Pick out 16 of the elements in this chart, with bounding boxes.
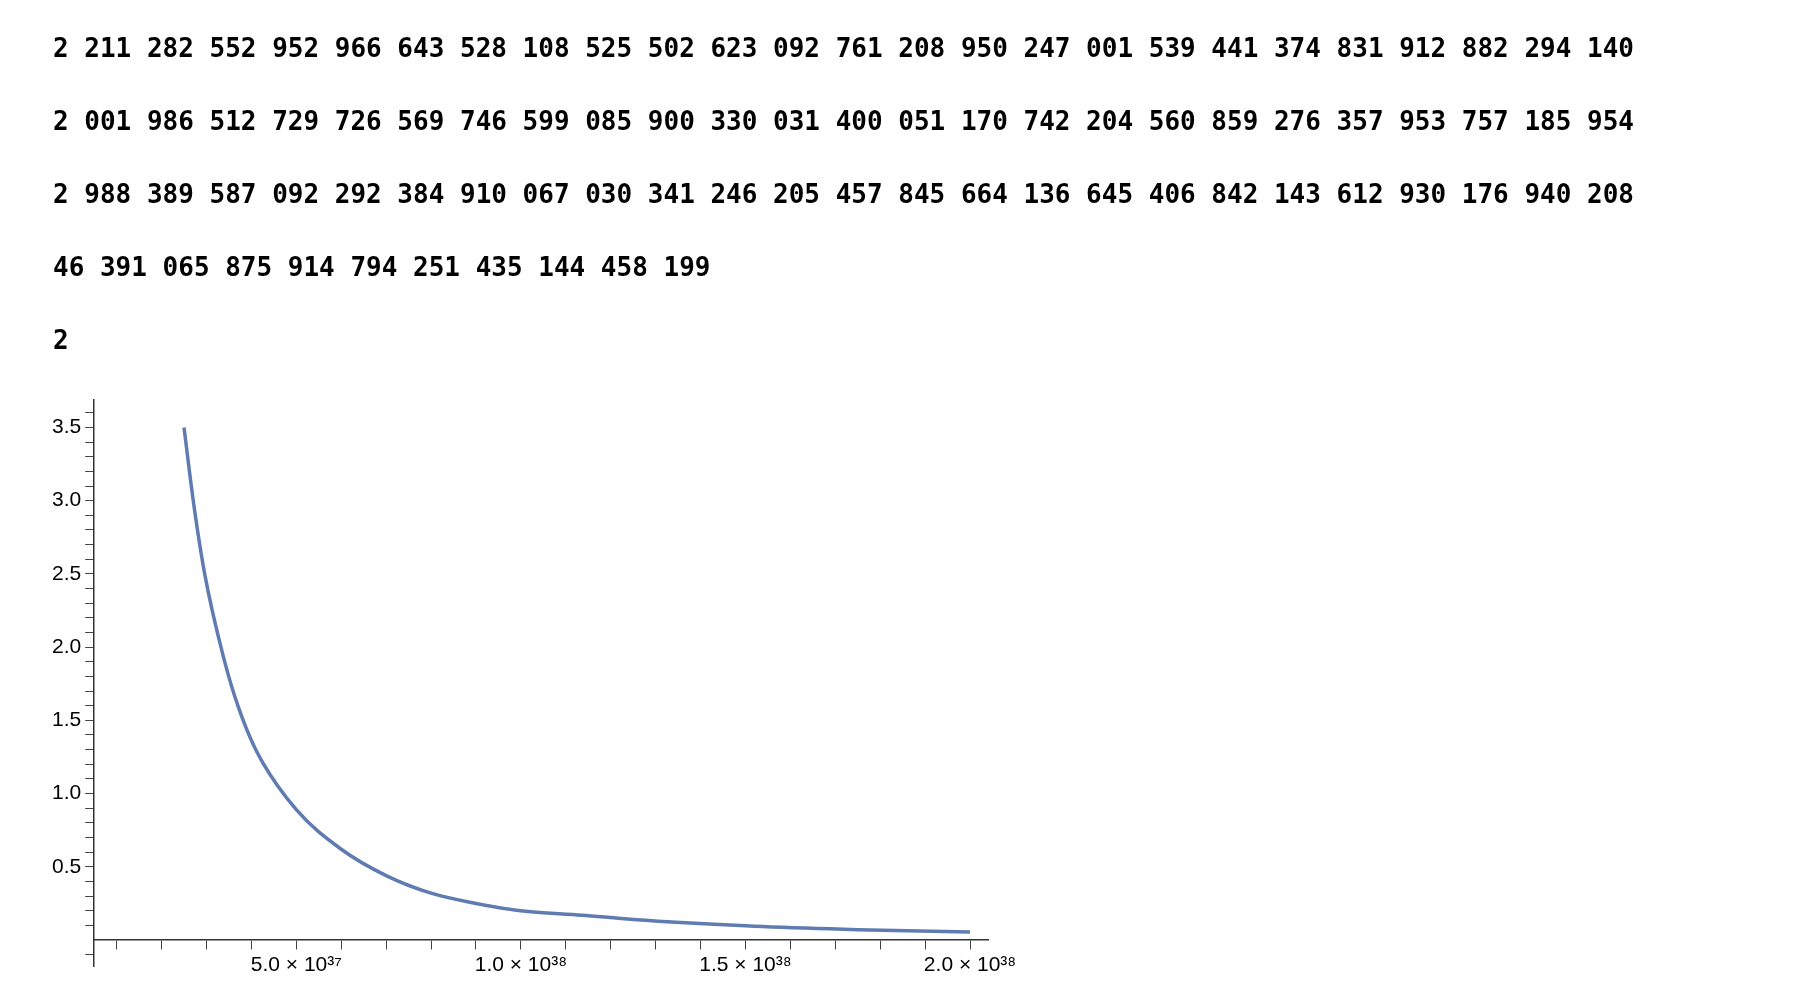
x-tick-label: 1.0 × 10³⁸ <box>474 952 568 976</box>
text: 2 <box>53 324 70 357</box>
y-tick-label: 1.0 <box>51 780 82 804</box>
y-tick-label: 3.5 <box>51 414 82 438</box>
y-tick-label: 2.0 <box>51 633 82 657</box>
text: 2 211 282 552 952 966 643 528 108 525 502 623 092 761 208 950 247 001 539 441 374 831 912 882 294 140 <box>53 32 1635 65</box>
x-tick-label: 1.5 × 10³⁸ <box>699 952 792 976</box>
text: 2 001 986 512 729 726 569 746 599 085 900 330 031 400 051 170 742 204 560 859 276 357 953 757 185 954 <box>53 105 1635 138</box>
text: 2 988 389 587 092 292 384 910 067 030 341 246 205 457 845 664 136 645 406 842 143 612 930 176 940 208 <box>53 178 1635 211</box>
x-tick-label: 2.0 × 10³⁸ <box>923 952 1017 976</box>
y-tick-label: 3.0 <box>51 487 82 511</box>
text: 46 391 065 875 914 794 251 435 144 458 199 <box>53 251 712 284</box>
y-tick-label: 0.5 <box>51 853 82 877</box>
y-tick-label: 1.5 <box>51 707 82 731</box>
y-tick-label: 2.5 <box>51 560 82 584</box>
x-tick-label: 5.0 × 10³⁷ <box>250 952 342 976</box>
